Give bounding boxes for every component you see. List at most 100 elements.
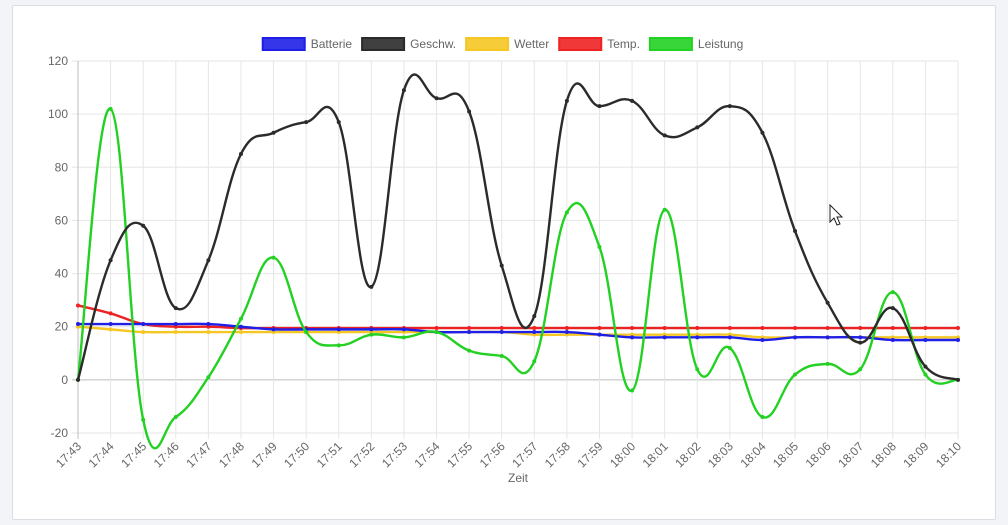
data-point[interactable] (499, 326, 504, 331)
data-point[interactable] (336, 343, 341, 348)
data-point[interactable] (108, 322, 113, 327)
data-point[interactable] (336, 120, 341, 125)
data-point[interactable] (793, 372, 798, 377)
data-point[interactable] (858, 326, 863, 331)
data-point[interactable] (825, 326, 830, 331)
data-point[interactable] (630, 98, 635, 103)
data-point[interactable] (401, 327, 406, 332)
data-point[interactable] (108, 311, 113, 316)
data-point[interactable] (597, 104, 602, 109)
data-point[interactable] (793, 229, 798, 234)
data-point[interactable] (532, 359, 537, 364)
data-point[interactable] (597, 326, 602, 331)
data-point[interactable] (467, 109, 472, 114)
data-point[interactable] (173, 415, 178, 420)
data-point[interactable] (890, 338, 895, 342)
data-point[interactable] (336, 327, 341, 332)
data-point[interactable] (890, 290, 895, 295)
data-point[interactable] (369, 327, 374, 332)
data-point[interactable] (108, 106, 113, 111)
data-point[interactable] (662, 207, 667, 212)
data-point[interactable] (434, 330, 439, 335)
data-point[interactable] (825, 300, 830, 305)
data-point[interactable] (238, 324, 243, 329)
data-point[interactable] (271, 130, 276, 135)
data-point[interactable] (304, 330, 309, 335)
data-point[interactable] (923, 326, 928, 331)
data-point[interactable] (434, 326, 439, 331)
data-point[interactable] (793, 326, 798, 331)
legend-item[interactable]: Geschw. (361, 37, 456, 51)
data-point[interactable] (793, 335, 798, 340)
data-point[interactable] (695, 125, 700, 130)
data-point[interactable] (923, 338, 928, 342)
data-point[interactable] (858, 367, 863, 372)
data-point[interactable] (467, 348, 472, 353)
data-point[interactable] (662, 133, 667, 138)
data-point[interactable] (173, 322, 178, 327)
data-point[interactable] (727, 326, 732, 331)
data-point[interactable] (760, 338, 765, 342)
legend-item[interactable]: Wetter (465, 37, 549, 51)
data-point[interactable] (597, 245, 602, 249)
data-point[interactable] (401, 335, 406, 340)
data-point[interactable] (727, 345, 732, 350)
data-point[interactable] (499, 263, 504, 268)
data-point[interactable] (858, 335, 863, 340)
data-point[interactable] (434, 96, 439, 101)
data-point[interactable] (141, 330, 146, 335)
legend-item[interactable]: Batterie (261, 37, 353, 51)
data-point[interactable] (662, 326, 667, 331)
data-point[interactable] (173, 330, 178, 335)
data-point[interactable] (173, 306, 178, 311)
data-point[interactable] (727, 335, 732, 340)
data-point[interactable] (238, 152, 243, 156)
data-point[interactable] (206, 375, 211, 380)
data-point[interactable] (858, 340, 863, 345)
data-point[interactable] (564, 98, 569, 103)
data-point[interactable] (956, 377, 960, 382)
data-point[interactable] (825, 361, 830, 366)
data-point[interactable] (695, 326, 700, 331)
data-point[interactable] (760, 415, 765, 420)
data-point[interactable] (141, 322, 146, 327)
data-point[interactable] (630, 388, 635, 393)
data-point[interactable] (108, 327, 113, 332)
data-point[interactable] (238, 316, 243, 321)
data-point[interactable] (206, 322, 211, 327)
data-point[interactable] (76, 303, 80, 308)
data-point[interactable] (923, 372, 928, 377)
legend-item[interactable]: Leistung (648, 37, 743, 51)
data-point[interactable] (923, 364, 928, 369)
data-point[interactable] (304, 120, 309, 125)
data-point[interactable] (695, 367, 700, 372)
data-point[interactable] (401, 88, 406, 93)
data-point[interactable] (825, 335, 830, 340)
data-point[interactable] (890, 306, 895, 311)
data-point[interactable] (532, 314, 537, 319)
data-point[interactable] (956, 338, 960, 342)
data-point[interactable] (369, 332, 374, 337)
data-point[interactable] (890, 326, 895, 331)
data-point[interactable] (597, 332, 602, 337)
data-point[interactable] (760, 326, 765, 331)
legend-item[interactable]: Temp. (558, 37, 640, 51)
data-point[interactable] (271, 255, 276, 260)
data-point[interactable] (956, 326, 960, 331)
data-point[interactable] (499, 353, 504, 358)
data-point[interactable] (564, 330, 569, 335)
data-point[interactable] (532, 326, 537, 331)
data-point[interactable] (76, 377, 80, 382)
data-point[interactable] (760, 130, 765, 135)
data-point[interactable] (238, 330, 243, 335)
data-point[interactable] (369, 284, 374, 289)
data-point[interactable] (108, 258, 113, 263)
data-point[interactable] (630, 335, 635, 340)
data-point[interactable] (206, 258, 211, 263)
data-point[interactable] (141, 223, 146, 228)
data-point[interactable] (141, 417, 146, 422)
data-point[interactable] (467, 326, 472, 331)
data-point[interactable] (206, 330, 211, 335)
data-point[interactable] (695, 335, 700, 340)
data-point[interactable] (532, 330, 537, 335)
